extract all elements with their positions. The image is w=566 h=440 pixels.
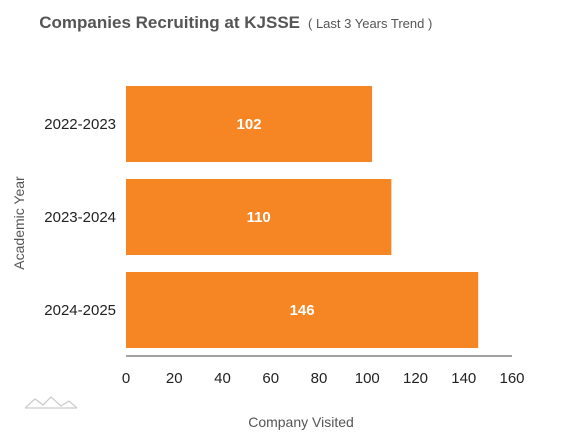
- x-tick-label: 140: [451, 370, 476, 387]
- x-tick-label: 160: [499, 370, 524, 387]
- chart-title: Companies Recruiting at KJSSE: [39, 13, 300, 32]
- bars-group: 102 110 146: [126, 86, 479, 348]
- bar-value-label: 110: [247, 209, 271, 226]
- x-tick-label: 120: [403, 370, 428, 387]
- x-tick-label: 40: [214, 370, 231, 387]
- x-tick-label: 60: [262, 370, 279, 387]
- x-axis-label: Company Visited: [248, 414, 354, 430]
- y-tick-labels: 2022-2023 2023-2024 2024-2025: [44, 116, 116, 319]
- bar-value-label: 102: [237, 116, 262, 133]
- x-tick-labels: 0 20 40 60 80 100 120 140 160: [122, 370, 525, 387]
- watermark-logo-icon: [24, 396, 78, 409]
- bar-2022-2023: [126, 86, 373, 162]
- chart-subtitle: ( Last 3 Years Trend ): [308, 16, 432, 31]
- y-tick-label: 2022-2023: [44, 116, 116, 133]
- bar-2024-2025: [126, 272, 479, 348]
- bar-2023-2024: [126, 179, 392, 255]
- y-axis-label: Academic Year: [11, 176, 27, 270]
- x-tick-label: 100: [355, 370, 380, 387]
- x-tick-label: 20: [166, 370, 183, 387]
- x-tick-label: 0: [122, 370, 130, 387]
- y-tick-label: 2024-2025: [44, 302, 116, 319]
- x-tick-label: 80: [311, 370, 328, 387]
- bar-value-label: 146: [290, 302, 315, 319]
- y-tick-label: 2023-2024: [44, 209, 116, 226]
